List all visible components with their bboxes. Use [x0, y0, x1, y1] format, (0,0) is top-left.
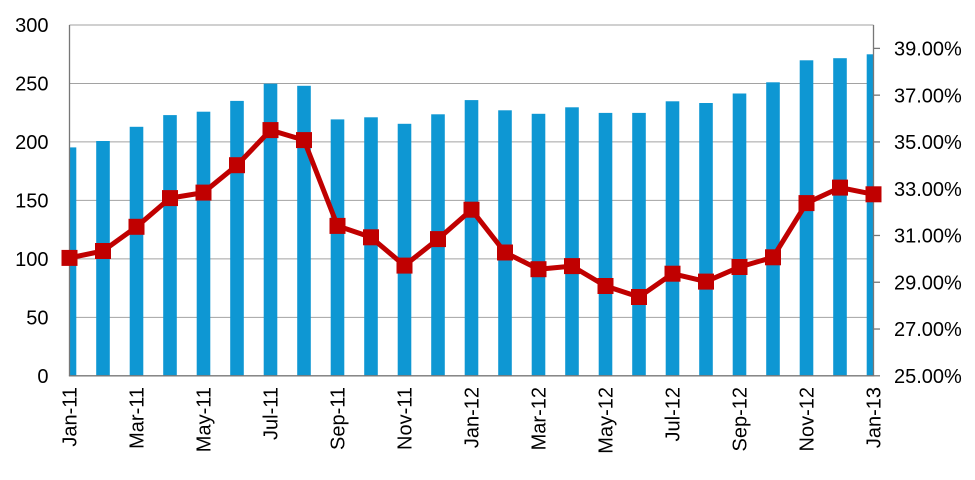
svg-text:33.00%: 33.00% — [894, 179, 962, 201]
svg-text:Sep-12: Sep-12 — [730, 387, 752, 452]
svg-text:Mar-12: Mar-12 — [529, 387, 551, 450]
svg-text:100: 100 — [15, 249, 48, 271]
svg-text:31.00%: 31.00% — [894, 226, 962, 248]
svg-text:150: 150 — [15, 191, 48, 213]
svg-text:35.00%: 35.00% — [894, 132, 962, 154]
svg-text:May-12: May-12 — [596, 387, 618, 454]
svg-text:Jul-12: Jul-12 — [663, 387, 685, 441]
svg-text:37.00%: 37.00% — [894, 85, 962, 107]
svg-text:May-11: May-11 — [194, 387, 216, 452]
svg-text:Jan-11: Jan-11 — [60, 387, 82, 447]
svg-text:Jan-13: Jan-13 — [864, 387, 886, 448]
svg-text:0: 0 — [37, 366, 48, 388]
svg-text:50: 50 — [26, 308, 48, 330]
svg-text:250: 250 — [15, 74, 48, 96]
svg-text:25.00%: 25.00% — [894, 366, 962, 388]
svg-text:Nov-11: Nov-11 — [395, 387, 417, 450]
svg-text:Nov-12: Nov-12 — [797, 387, 819, 451]
svg-text:29.00%: 29.00% — [894, 272, 962, 294]
svg-text:Sep-11: Sep-11 — [328, 387, 350, 450]
svg-text:Jan-12: Jan-12 — [462, 387, 484, 448]
svg-text:200: 200 — [15, 132, 48, 154]
svg-text:27.00%: 27.00% — [894, 319, 962, 341]
svg-text:39.00%: 39.00% — [894, 39, 962, 61]
svg-text:Mar-11: Mar-11 — [127, 387, 149, 449]
svg-text:300: 300 — [15, 15, 48, 37]
svg-text:Jul-11: Jul-11 — [261, 387, 283, 440]
